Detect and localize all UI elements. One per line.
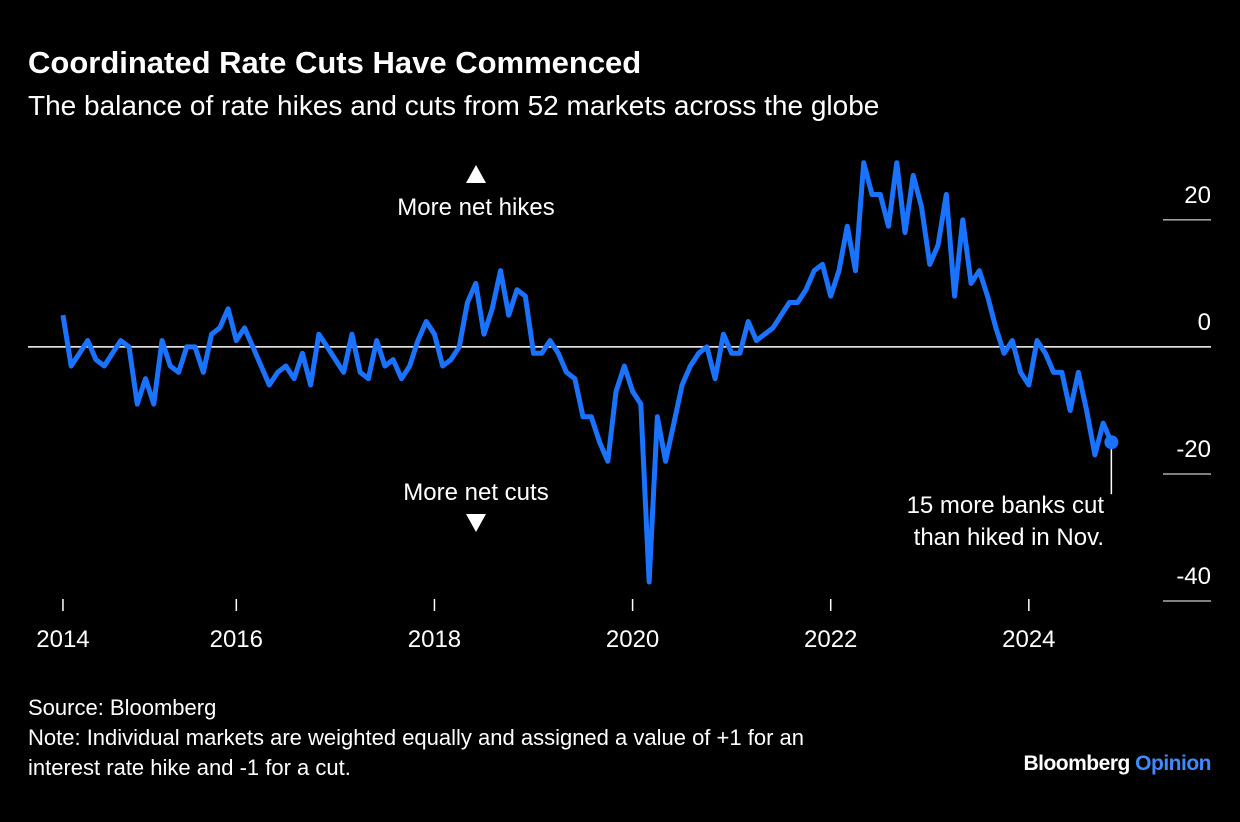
source: Source: Bloomberg xyxy=(28,695,216,720)
x-tick-label: 2020 xyxy=(606,626,659,653)
down-arrow xyxy=(466,514,486,532)
up-arrow xyxy=(466,165,486,183)
y-tick-label: -40 xyxy=(1176,563,1211,590)
annotation: More net cuts xyxy=(403,479,548,506)
chart-subtitle: The balance of rate hikes and cuts from … xyxy=(28,90,879,121)
callout-text: than hiked in Nov. xyxy=(914,524,1104,551)
x-tick-label: 2016 xyxy=(210,626,263,653)
x-tick-label: 2024 xyxy=(1002,626,1055,653)
x-tick-label: 2018 xyxy=(408,626,461,653)
x-tick-label: 2014 xyxy=(36,626,89,653)
x-tick-label: 2022 xyxy=(804,626,857,653)
data-line xyxy=(60,160,1114,585)
logo: Bloomberg Opinion xyxy=(1023,752,1211,775)
y-tick-label: 0 xyxy=(1198,309,1211,336)
callout-text: 15 more banks cut xyxy=(907,492,1105,519)
note: Note: Individual markets are weighted eq… xyxy=(28,725,804,750)
y-tick-label: -20 xyxy=(1176,436,1211,463)
logo-brand: Bloomberg xyxy=(1023,752,1129,775)
y-tick-label: 20 xyxy=(1184,182,1211,209)
note: interest rate hike and -1 for a cut. xyxy=(28,755,351,780)
annotation: More net hikes xyxy=(397,194,554,221)
chart-title: Coordinated Rate Cuts Have Commenced xyxy=(28,45,641,80)
logo-section: Opinion xyxy=(1135,752,1211,775)
end-point xyxy=(1104,435,1119,450)
